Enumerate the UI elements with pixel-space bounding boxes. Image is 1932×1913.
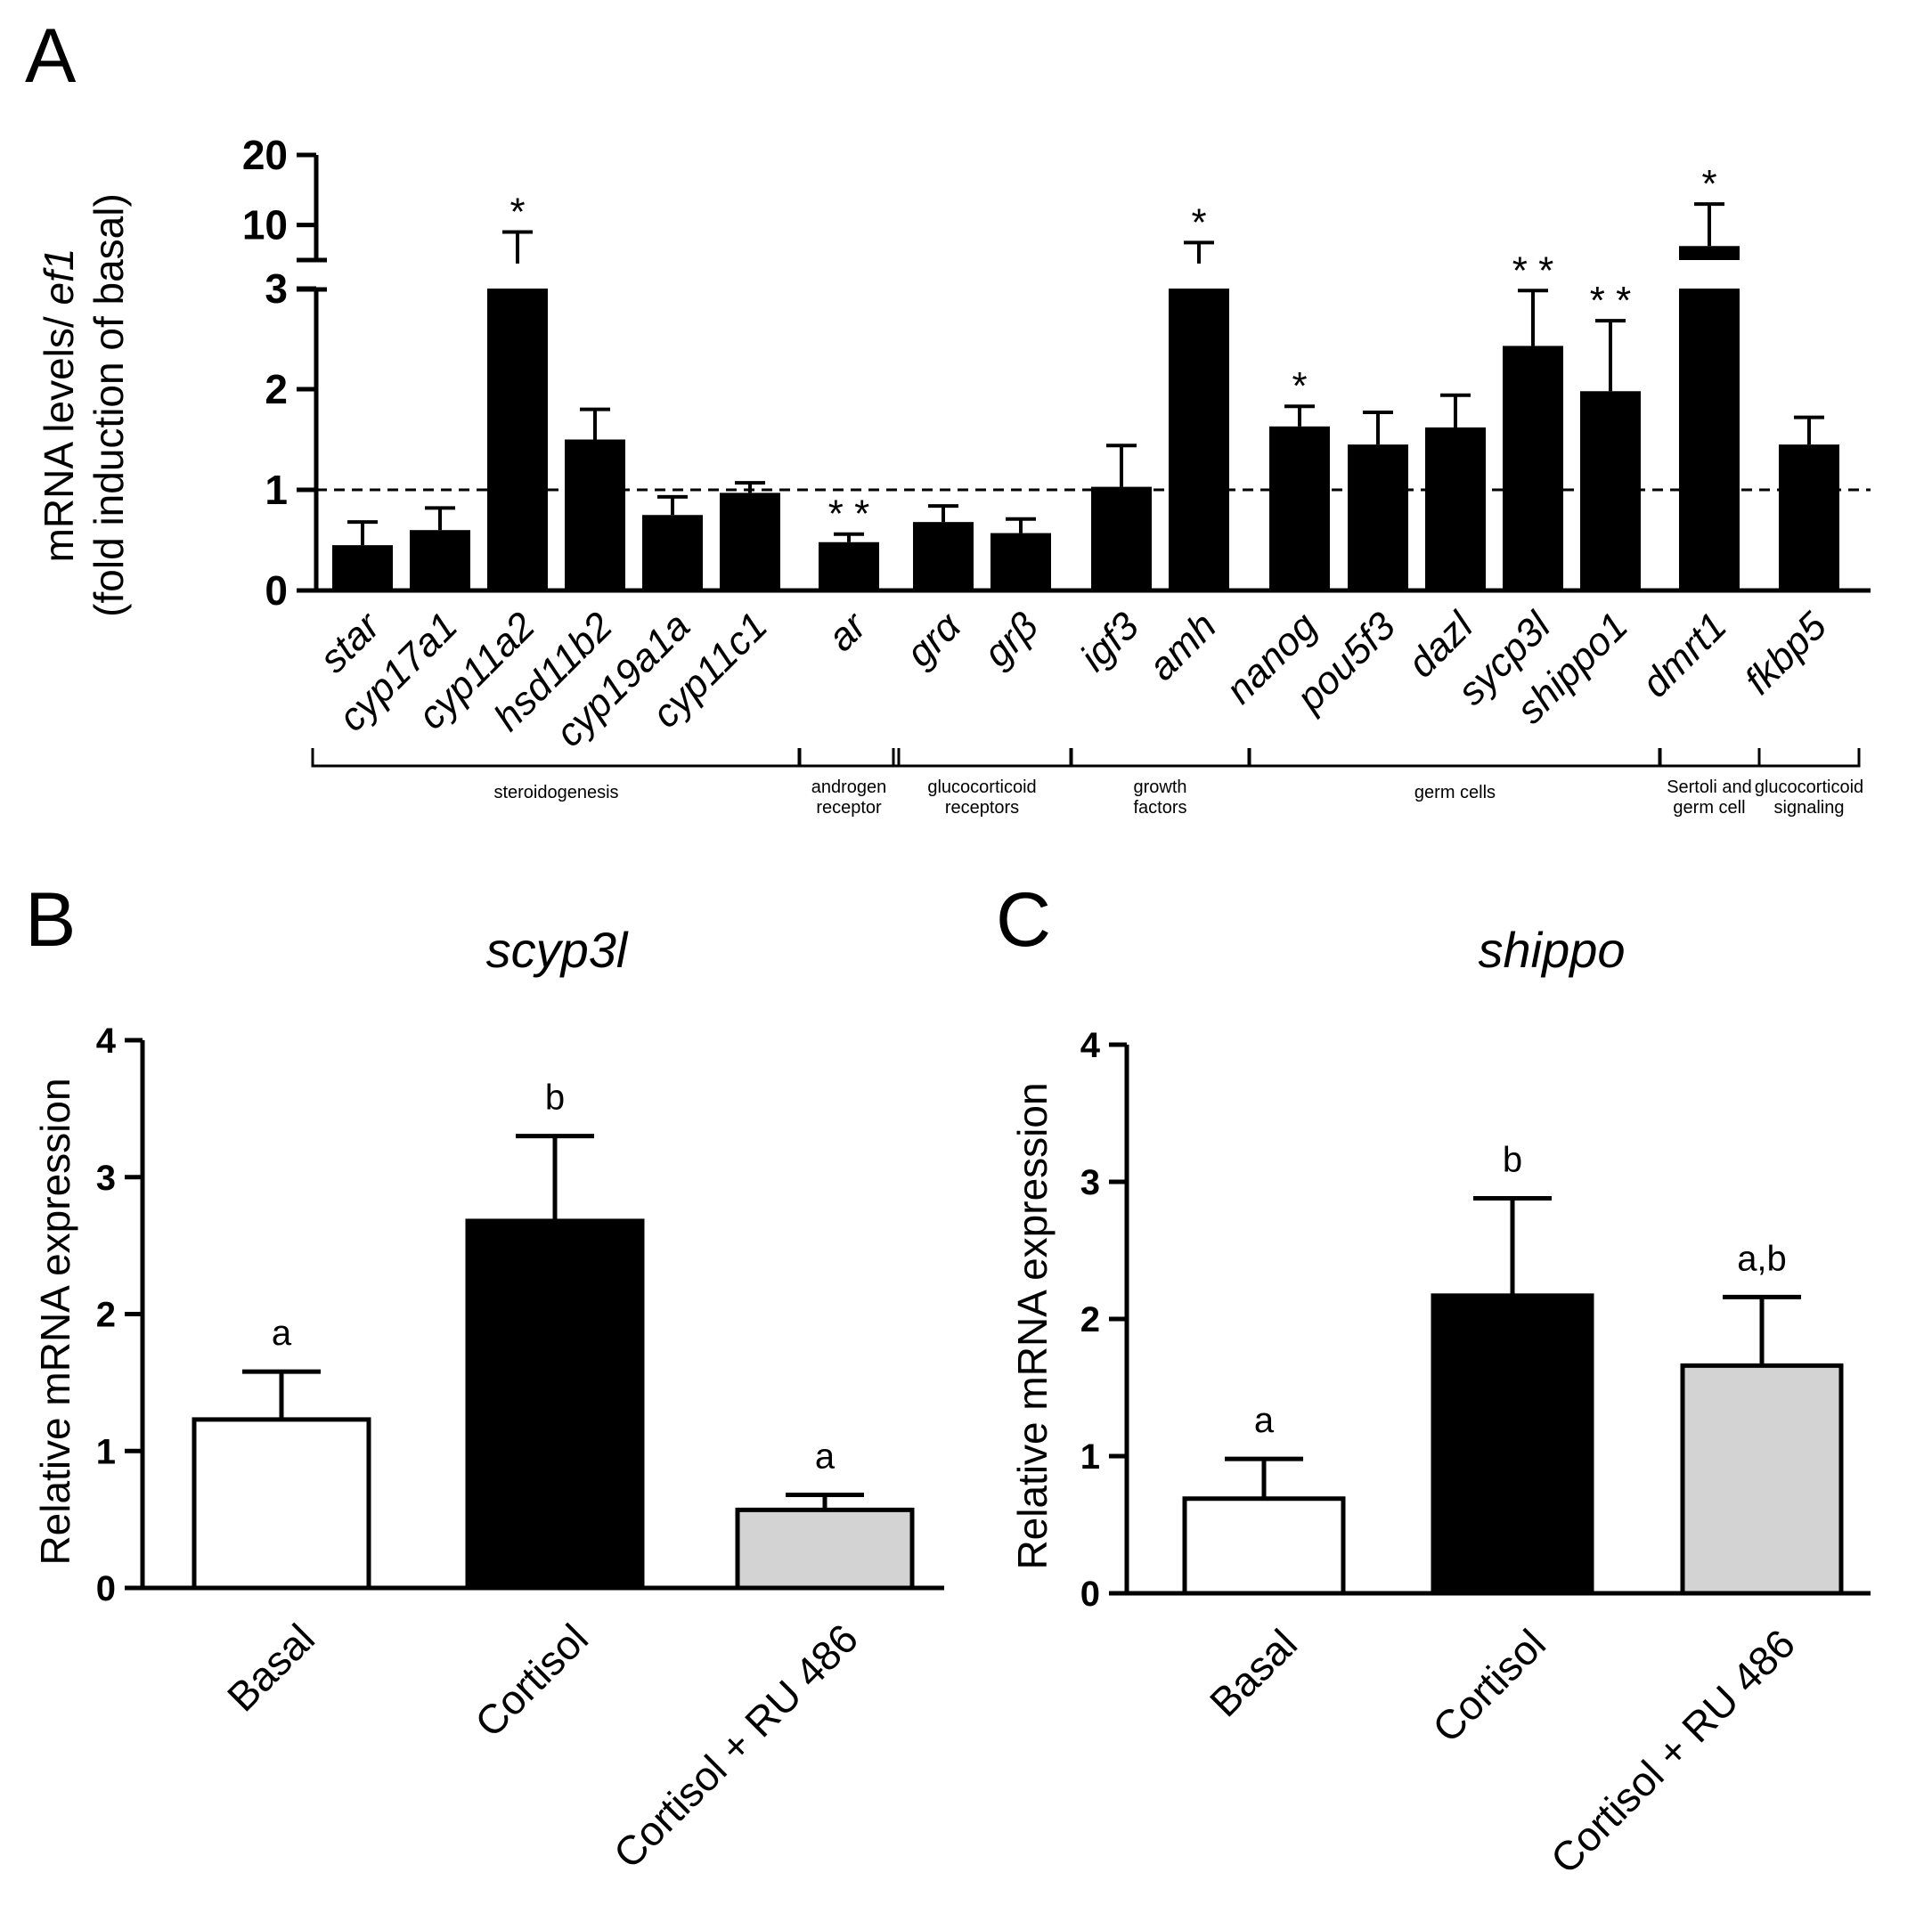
panel-c-ylabel: Relative mRNA expression: [1009, 1082, 1056, 1569]
panel-a-bar: [1425, 427, 1486, 590]
panel-c-ytick-label: 0: [1080, 1575, 1100, 1614]
panel-c-significance-letter: a,b: [1737, 1239, 1787, 1278]
panel-a-bar: [410, 530, 470, 590]
panel-c-significance-letter: b: [1503, 1140, 1522, 1179]
panel-c-ytick-label: 4: [1080, 1026, 1101, 1065]
panel-a-ytick-label: 10: [242, 202, 288, 248]
panel-a-group-label: Sertoli and: [1667, 777, 1752, 797]
panel-b-ytick-label: 0: [96, 1569, 116, 1608]
panel-letter-c: C: [996, 877, 1051, 963]
panel-b-bar: [735, 1507, 915, 1591]
panel-a-bar: [990, 533, 1051, 590]
panel-b-significance-letter: a: [272, 1314, 292, 1353]
panel-c-title: shippo: [1478, 922, 1625, 978]
panel-a-bar: [1503, 346, 1563, 590]
panel-b-ytick-label: 3: [96, 1159, 116, 1198]
panel-a-ytick-label: 3: [265, 265, 288, 312]
panel-b-ytick-label: 1: [96, 1432, 116, 1471]
panel-a-group-label: signaling: [1774, 798, 1845, 818]
panel-c-significance-letter: a: [1254, 1401, 1275, 1440]
panel-a-bar: [487, 289, 548, 590]
panel-a-group-bracket: [311, 748, 802, 768]
panel-a-significance: *: [1701, 162, 1716, 206]
panel-c-bar: [1680, 1363, 1844, 1596]
panel-a-group-label: growth: [1133, 777, 1186, 797]
panel-b-category-label: Basal: [218, 1615, 323, 1720]
panel-a-group-bracket: [892, 748, 1072, 768]
panel-a-ytick-label: 20: [242, 132, 288, 178]
panel-a-group-label: androgen: [811, 777, 887, 797]
panel-a-ytick-label: 0: [265, 567, 288, 614]
panel-a-group-label: factors: [1133, 798, 1186, 818]
panel-a-group-bracket: [797, 748, 901, 768]
panel-a-bar: [1091, 486, 1152, 590]
panel-a-category-label: igf3: [1072, 604, 1147, 680]
panel-a-group-bracket: [1658, 748, 1761, 768]
panel-b-chart: scyp3l Relative mRNA expression 0 1 2 3 4 a Ba…: [32, 922, 944, 1877]
panel-a-bar: [565, 439, 625, 590]
panel-c-category-label: Cortisol + RU 486: [1542, 1620, 1804, 1882]
panel-a-bar-upper: [1679, 246, 1740, 260]
panel-b-ylabel: Relative mRNA expression: [32, 1078, 78, 1565]
panel-a-bar: [1779, 444, 1839, 590]
panel-letter-a: A: [25, 13, 77, 99]
panel-a-group-label: germ cells: [1414, 783, 1496, 802]
panel-b-ytick-label: 2: [96, 1296, 116, 1335]
panel-a-significance: *: [1292, 364, 1307, 408]
panel-a-group-bracket: [1757, 748, 1861, 768]
panel-b-significance-letter: b: [545, 1079, 565, 1118]
panel-c-bar: [1182, 1496, 1346, 1596]
panel-c-category-label: Basal: [1201, 1620, 1306, 1725]
panel-a-group-label: germ cell: [1673, 798, 1745, 818]
panel-a-bar: [642, 515, 703, 590]
panel-a-chart: mRNA levels/ ef1 (fold induction of basa…: [36, 132, 1871, 818]
panel-a-significance: *: [509, 191, 525, 234]
panel-b-significance-letter: a: [815, 1437, 836, 1476]
panel-a-group-label: glucocorticoid: [927, 777, 1036, 797]
panel-a-bar: [332, 545, 393, 590]
panel-a-category-label: grα: [898, 603, 970, 675]
panel-a-category-label: dmrt1: [1634, 604, 1735, 705]
panel-b-bar: [465, 1218, 645, 1591]
panel-a-bar: [1580, 391, 1641, 590]
panel-b-category-label: Cortisol + RU 486: [605, 1615, 867, 1876]
panel-a-significance: * *: [1512, 248, 1553, 292]
panel-a-bar: [1269, 426, 1330, 590]
panel-c-chart: shippo Relative mRNA expression 0 1 2 3 4 a Ba…: [1009, 922, 1871, 1883]
panel-a-ytick-label: 2: [265, 366, 288, 412]
panel-a-significance: * *: [828, 492, 869, 536]
panel-a-category-label: amh: [1140, 604, 1225, 688]
panel-letter-b: B: [25, 877, 76, 963]
panel-a-bar: [819, 541, 879, 590]
panel-a-group-label: glucocorticoid: [1755, 777, 1863, 797]
panel-a-category-label: grβ: [975, 604, 1047, 675]
panel-a-ytick-label: 1: [265, 467, 288, 513]
panel-b-ytick-label: 4: [96, 1022, 117, 1061]
panel-a-group-label: steroidogenesis: [493, 783, 618, 802]
panel-a-bar: [720, 492, 780, 590]
panel-b-bar: [192, 1417, 371, 1591]
panel-a-significance: * *: [1590, 279, 1631, 322]
panel-a-category-label: ar: [819, 603, 876, 660]
panel-c-category-label: Cortisol: [1423, 1620, 1554, 1751]
panel-a-group-bracket: [1070, 748, 1251, 768]
panel-a-group-label: receptors: [945, 798, 1019, 818]
panel-a-ylabel-line1: mRNA levels/ ef1: [36, 248, 82, 563]
panel-a-bar: [1679, 289, 1740, 590]
panel-c-ytick-label: 3: [1080, 1163, 1100, 1202]
panel-a-group-bracket: [1248, 748, 1662, 768]
panel-a-bar: [913, 522, 974, 590]
panel-a-category-label: fkbp5: [1736, 604, 1835, 703]
panel-c-ytick-label: 2: [1080, 1300, 1100, 1339]
panel-a-bar: [1169, 289, 1229, 590]
panel-c-ytick-label: 1: [1080, 1437, 1100, 1477]
panel-a-significance: *: [1191, 200, 1206, 244]
panel-a-bar: [1348, 444, 1408, 590]
panel-a-ylabel-line2: (fold induction of basal): [86, 193, 132, 617]
panel-b-title: scyp3l: [486, 922, 629, 978]
panel-a-group-label: receptor: [816, 798, 882, 818]
panel-b-category-label: Cortisol: [466, 1615, 597, 1746]
panel-c-bar: [1431, 1293, 1594, 1596]
